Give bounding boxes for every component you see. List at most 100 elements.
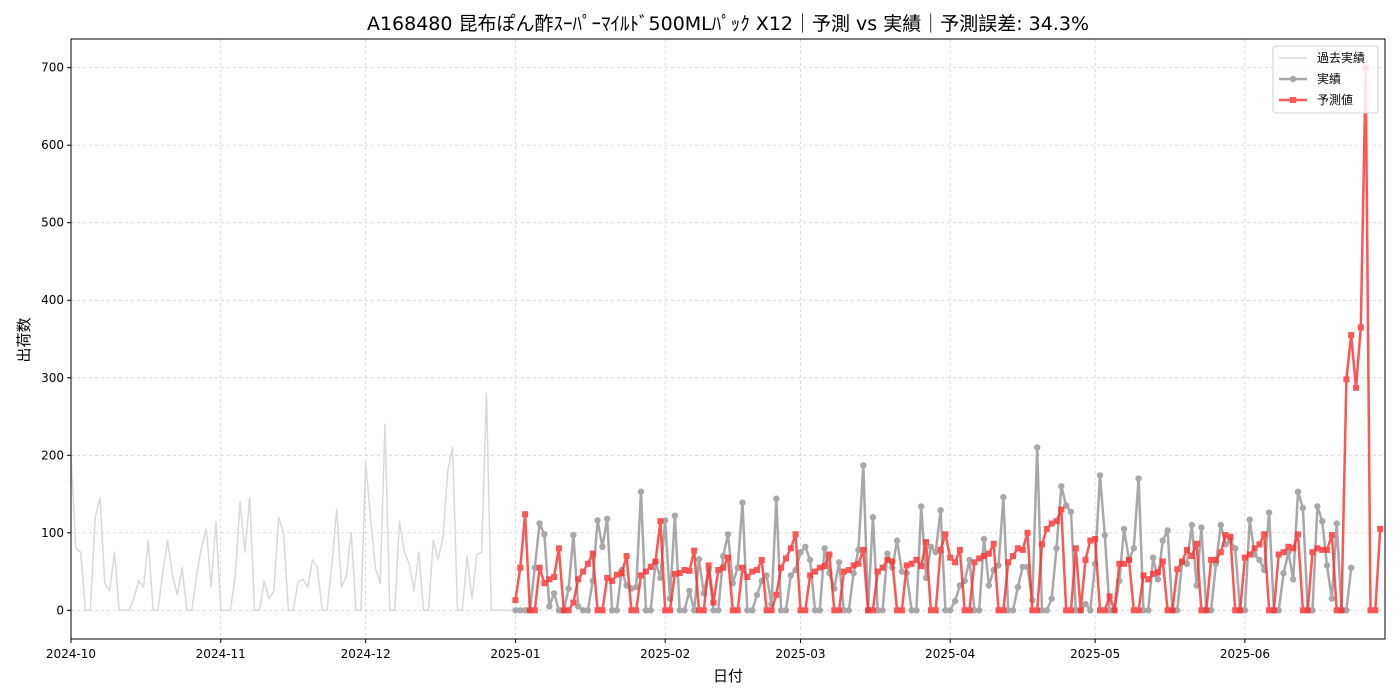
data-point [662,607,669,614]
data-point [739,499,746,506]
data-point [898,568,906,575]
data-point [797,607,804,614]
data-point [1222,532,1229,539]
data-point [816,564,823,571]
data-point [729,607,736,614]
data-point [1377,525,1384,532]
data-point [1217,521,1225,529]
data-point [1212,556,1219,563]
data-point [894,607,901,614]
data-point [787,572,794,579]
data-point [1135,607,1142,614]
data-point [594,607,601,614]
data-point [879,607,886,614]
data-point [826,551,833,558]
data-point [1043,607,1051,614]
data-point [551,574,558,580]
data-point [1038,607,1046,614]
data-point [927,543,935,550]
data-point [526,607,533,614]
legend-item [1279,75,1307,83]
data-point [923,539,930,546]
data-point [884,550,891,557]
data-point [1130,545,1138,552]
data-point [589,550,596,557]
data-point [855,546,862,554]
data-point [1154,576,1162,583]
data-point [1145,607,1152,614]
data-point [1319,518,1326,525]
data-point [1198,524,1205,531]
data-point [1193,582,1200,589]
x-tick-label: 2024-12 [341,647,391,661]
data-point [724,531,732,538]
data-point [1299,504,1307,512]
data-point [869,607,876,614]
legend-label: 予測値 [1317,92,1353,107]
data-point [676,570,683,577]
data-point [1343,607,1350,614]
x-tick-label: 2025-04 [925,647,975,661]
series-forecast [512,64,1384,614]
data-point [1072,545,1079,552]
data-point [937,507,944,514]
data-point [1164,527,1171,534]
data-point [985,582,993,589]
y-tick-label: 200 [41,448,64,462]
data-point [541,531,548,538]
data-point [1251,545,1258,552]
data-point [657,518,664,525]
data-point [1087,537,1094,544]
data-point [1270,607,1277,614]
chart-title: A168480 昆布ぽん酢ｽｰﾊﾟｰﾏｲﾙﾄﾞ500MLﾊﾟｯｸ X12｜予測 … [367,13,1089,35]
data-point [981,553,987,560]
data-point [671,512,679,519]
data-point [637,488,645,495]
data-point [1353,384,1359,391]
data-point [1304,607,1311,614]
data-point [623,553,630,560]
data-point [773,591,780,598]
data-point [1140,607,1147,614]
data-point [1058,483,1065,490]
data-point [1034,607,1041,614]
data-point [1314,503,1321,510]
data-point [1246,551,1253,558]
data-point [1005,607,1012,614]
data-point [884,556,891,563]
data-point [1111,607,1118,614]
data-point [671,570,678,577]
data-point [1357,324,1364,331]
data-point [821,563,828,570]
data-point [850,562,857,569]
data-point [855,560,862,567]
data-point [1227,533,1234,540]
y-tick-label: 600 [41,138,64,152]
data-point [1077,607,1084,614]
data-point [1145,576,1152,583]
data-point [976,555,983,562]
data-point [821,545,828,552]
data-point [560,607,567,614]
data-point [1333,607,1340,614]
data-point [725,554,731,561]
data-point [696,607,702,614]
data-point [874,607,881,614]
data-point [1188,521,1196,529]
data-point [927,607,934,614]
data-point [531,607,538,614]
data-point [865,607,872,614]
data-point [836,607,843,614]
series-history [70,392,511,612]
data-point [555,607,563,614]
data-point [1372,607,1379,614]
data-point [546,603,553,610]
data-point [1048,595,1055,602]
data-point [811,607,819,614]
data-point [642,568,649,575]
data-point [1275,607,1282,614]
data-point [782,607,790,614]
data-point [695,556,703,563]
data-point [575,576,582,583]
data-point [1198,607,1205,614]
